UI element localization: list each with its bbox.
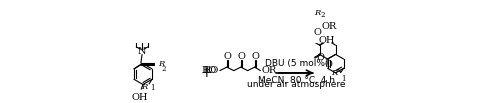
Text: R: R: [332, 69, 338, 77]
Text: 1: 1: [150, 84, 154, 92]
Text: O: O: [314, 28, 322, 37]
Text: N: N: [138, 47, 146, 56]
Text: OH: OH: [132, 93, 148, 102]
Text: RO: RO: [202, 66, 217, 75]
Text: RO: RO: [204, 66, 219, 75]
Text: 1: 1: [340, 75, 345, 83]
Text: R: R: [158, 60, 164, 68]
Text: OR: OR: [322, 22, 337, 31]
Text: O: O: [324, 60, 332, 69]
Text: O: O: [317, 53, 325, 62]
Text: OR: OR: [262, 66, 277, 75]
Text: R: R: [141, 83, 148, 91]
Text: under air atmosphere: under air atmosphere: [247, 80, 346, 89]
Text: R: R: [314, 9, 320, 17]
Text: O: O: [238, 52, 246, 61]
Text: O: O: [252, 52, 259, 61]
Text: O: O: [224, 52, 232, 61]
Text: 2: 2: [162, 65, 166, 73]
Text: 2: 2: [320, 11, 324, 19]
Text: OH: OH: [318, 36, 335, 45]
Text: +: +: [201, 66, 212, 80]
Text: MeCN, 80 °C, 4 h: MeCN, 80 °C, 4 h: [258, 76, 335, 85]
Text: DBU (5 mol%): DBU (5 mol%): [264, 59, 328, 68]
